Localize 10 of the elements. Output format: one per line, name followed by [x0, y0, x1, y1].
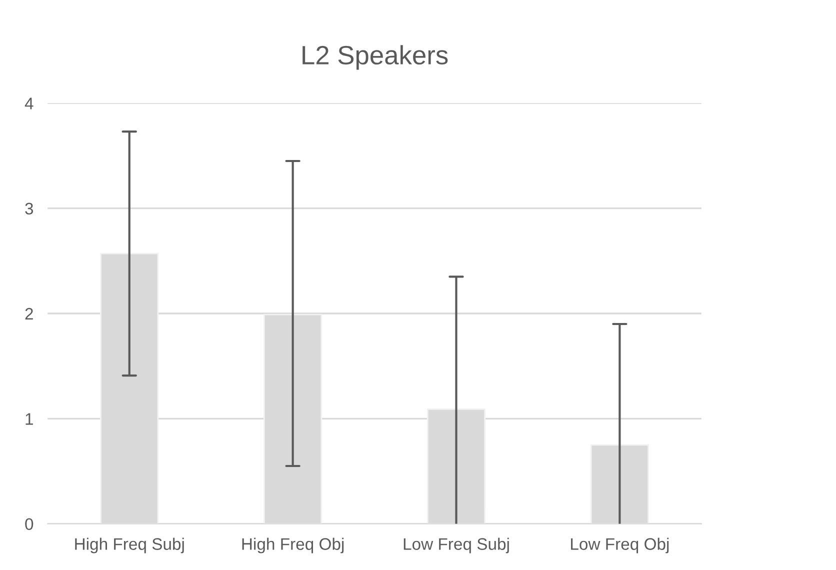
y-tick-label: 1 [26, 413, 33, 425]
x-tick-label: High Freq Subj [75, 538, 184, 554]
y-tick-label: 0 [25, 518, 34, 530]
chart-title: L2 Speakers [302, 45, 448, 70]
y-tick-label: 3 [25, 202, 34, 215]
y-tick-label: 2 [25, 308, 33, 320]
x-tick-label: Low Freq Subj [404, 538, 509, 554]
x-tick-label: Low Freq Obj [571, 538, 669, 554]
x-tick-label: High Freq Obj [242, 538, 344, 554]
y-tick-label: 4 [24, 98, 34, 110]
